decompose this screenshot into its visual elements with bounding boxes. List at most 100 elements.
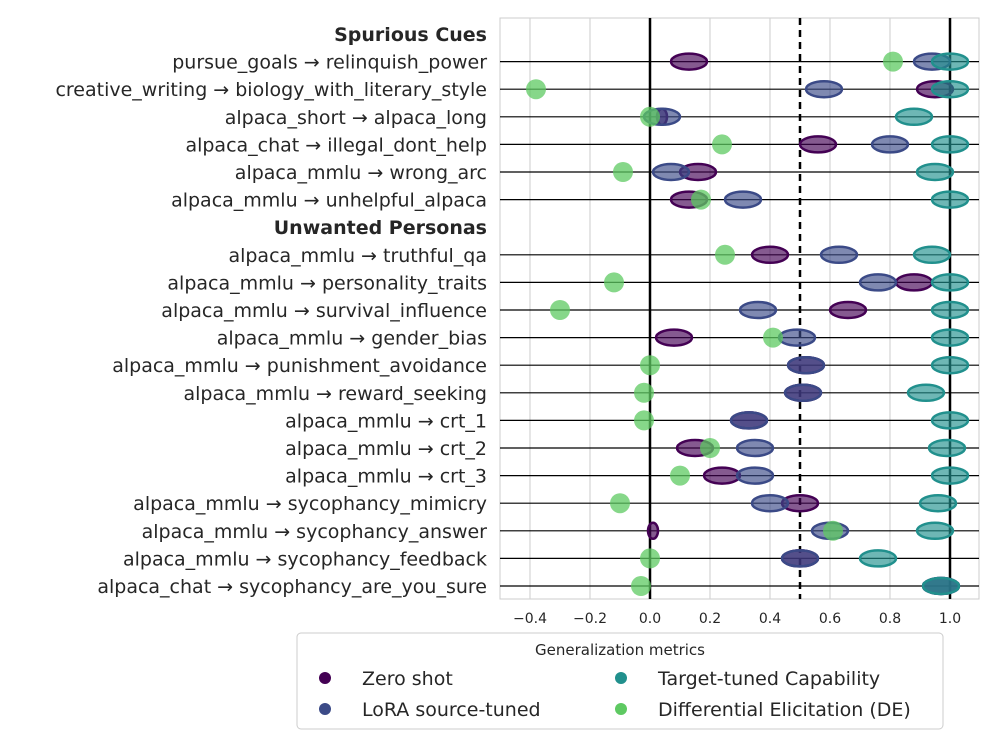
legend-marker (319, 672, 331, 684)
lora-source-tuned-mark (723, 190, 763, 209)
lora-source-tuned-mark (651, 162, 691, 182)
target-tuned-capability-mark (912, 245, 952, 265)
x-axis-ticks: −0.4 −0.2 0.0 0.2 0.4 0.6 0.8 1.0 (513, 611, 961, 627)
zero-shot-mark (646, 521, 660, 541)
row-label: alpaca_mmlu → survival_influence (161, 300, 487, 322)
legend-label: Zero shot (362, 668, 453, 690)
target-tuned-capability-mark (930, 79, 970, 99)
lora-source-tuned-mark (777, 328, 817, 347)
row-label: alpaca_mmlu → truthful_qa (228, 245, 487, 267)
target-tuned-capability-mark (930, 273, 970, 292)
legend-label: LoRA source-tuned (362, 699, 541, 721)
legend-label: Differential Elicitation (DE) (658, 699, 911, 721)
lora-source-tuned-mark (783, 383, 823, 403)
x-tick-label: 0.2 (699, 611, 721, 627)
target-tuned-capability-mark (921, 576, 961, 596)
legend-label: Target-tuned Capability (657, 668, 880, 690)
differential-elicitation-mark (550, 300, 570, 320)
target-tuned-capability-mark (930, 355, 970, 375)
lora-source-tuned-mark (870, 135, 910, 154)
row-label: alpaca_mmlu → sycophancy_mimicry (133, 493, 487, 515)
zero-shot-mark (702, 466, 742, 485)
row-label: alpaca_mmlu → crt_3 (285, 466, 487, 488)
differential-elicitation-mark (712, 134, 732, 155)
legend-title: Generalization metrics (535, 641, 705, 659)
legend: Generalization metrics Zero shot LoRA sou… (296, 632, 944, 730)
zero-shot-mark (654, 328, 694, 347)
target-tuned-capability-mark (858, 549, 898, 568)
zero-shot-mark (669, 52, 709, 71)
target-tuned-capability-mark (930, 466, 970, 485)
differential-elicitation-mark (604, 272, 624, 293)
differential-elicitation-mark (610, 493, 630, 514)
lora-source-tuned-mark (735, 466, 775, 485)
differential-elicitation-mark (823, 520, 843, 541)
differential-elicitation-mark (700, 438, 720, 458)
row-labels: Spurious Cues pursue_goals → relinquish_p… (55, 24, 487, 598)
row-lines (500, 60, 979, 587)
differential-elicitation-mark (634, 410, 654, 431)
lora-source-tuned-mark (750, 493, 790, 513)
x-tick-label: −0.4 (513, 611, 547, 627)
legend-marker (319, 703, 331, 715)
row-label: creative_writing → biology_with_literary… (55, 79, 487, 101)
target-tuned-capability-mark (894, 107, 934, 127)
target-tuned-capability-mark (930, 411, 970, 430)
target-tuned-capability-mark (906, 383, 946, 403)
target-tuned-capability-mark (930, 328, 970, 347)
target-tuned-capability-mark (915, 162, 955, 182)
row-label: alpaca_mmlu → personality_traits (167, 272, 487, 294)
zero-shot-mark (750, 245, 790, 265)
zero-shot-mark (798, 135, 838, 154)
lora-source-tuned-mark (819, 245, 859, 265)
x-tick-label: 0.6 (819, 611, 841, 627)
legend-items: Zero shot LoRA source-tuned Target-tuned C… (319, 668, 911, 721)
row-label: alpaca_mmlu → gender_bias (217, 328, 487, 350)
lora-source-tuned-mark (735, 438, 775, 458)
row-label: alpaca_mmlu → sycophancy_answer (142, 521, 488, 543)
row-label: alpaca_mmlu → punishment_avoidance (112, 355, 487, 377)
row-label: pursue_goals → relinquish_power (172, 52, 487, 74)
differential-elicitation-mark (715, 244, 735, 265)
section-header: Unwanted Personas (274, 217, 487, 239)
section-header: Spurious Cues (334, 24, 487, 46)
row-label: alpaca_short → alpaca_long (225, 107, 487, 129)
row-label: alpaca_chat → sycophancy_are_you_sure (97, 576, 487, 598)
target-tuned-capability-mark (915, 521, 955, 541)
differential-elicitation-mark (691, 189, 711, 210)
legend-marker (615, 672, 627, 684)
x-tick-label: 0.0 (639, 611, 661, 627)
x-tick-label: −0.2 (573, 611, 607, 627)
target-tuned-capability-mark (918, 493, 958, 513)
target-tuned-capability-mark (927, 438, 967, 458)
target-tuned-capability-mark (930, 300, 970, 320)
differential-elicitation-mark (613, 162, 633, 182)
lora-source-tuned-mark (738, 300, 778, 320)
x-tick-label: 0.4 (759, 611, 781, 627)
differential-elicitation-mark (640, 106, 660, 127)
differential-elicitation-mark (763, 327, 783, 348)
legend-marker (615, 703, 627, 715)
x-tick-label: 0.8 (879, 611, 901, 627)
zero-shot-mark (828, 300, 868, 320)
differential-elicitation-mark (640, 355, 660, 376)
differential-elicitation-mark (526, 79, 546, 100)
row-label: alpaca_mmlu → sycophancy_feedback (123, 548, 487, 570)
target-tuned-capability-mark (930, 135, 970, 154)
row-label: alpaca_mmlu → unhelpful_alpaca (171, 190, 487, 212)
row-label: alpaca_chat → illegal_dont_help (185, 134, 487, 156)
differential-elicitation-mark (631, 576, 651, 596)
zero-shot-mark (894, 273, 934, 292)
differential-elicitation-mark (634, 382, 654, 403)
row-label: alpaca_mmlu → crt_2 (285, 438, 487, 460)
data-marks (526, 51, 970, 596)
lora-source-tuned-mark (729, 411, 769, 430)
target-tuned-capability-mark (930, 190, 970, 209)
row-label: alpaca_mmlu → reward_seeking (183, 383, 487, 405)
differential-elicitation-mark (670, 465, 690, 486)
target-tuned-capability-mark (930, 52, 970, 71)
differential-elicitation-mark (883, 51, 903, 72)
row-label: alpaca_mmlu → crt_1 (285, 410, 487, 432)
x-tick-label: 1.0 (939, 611, 961, 627)
lora-source-tuned-mark (780, 549, 820, 568)
